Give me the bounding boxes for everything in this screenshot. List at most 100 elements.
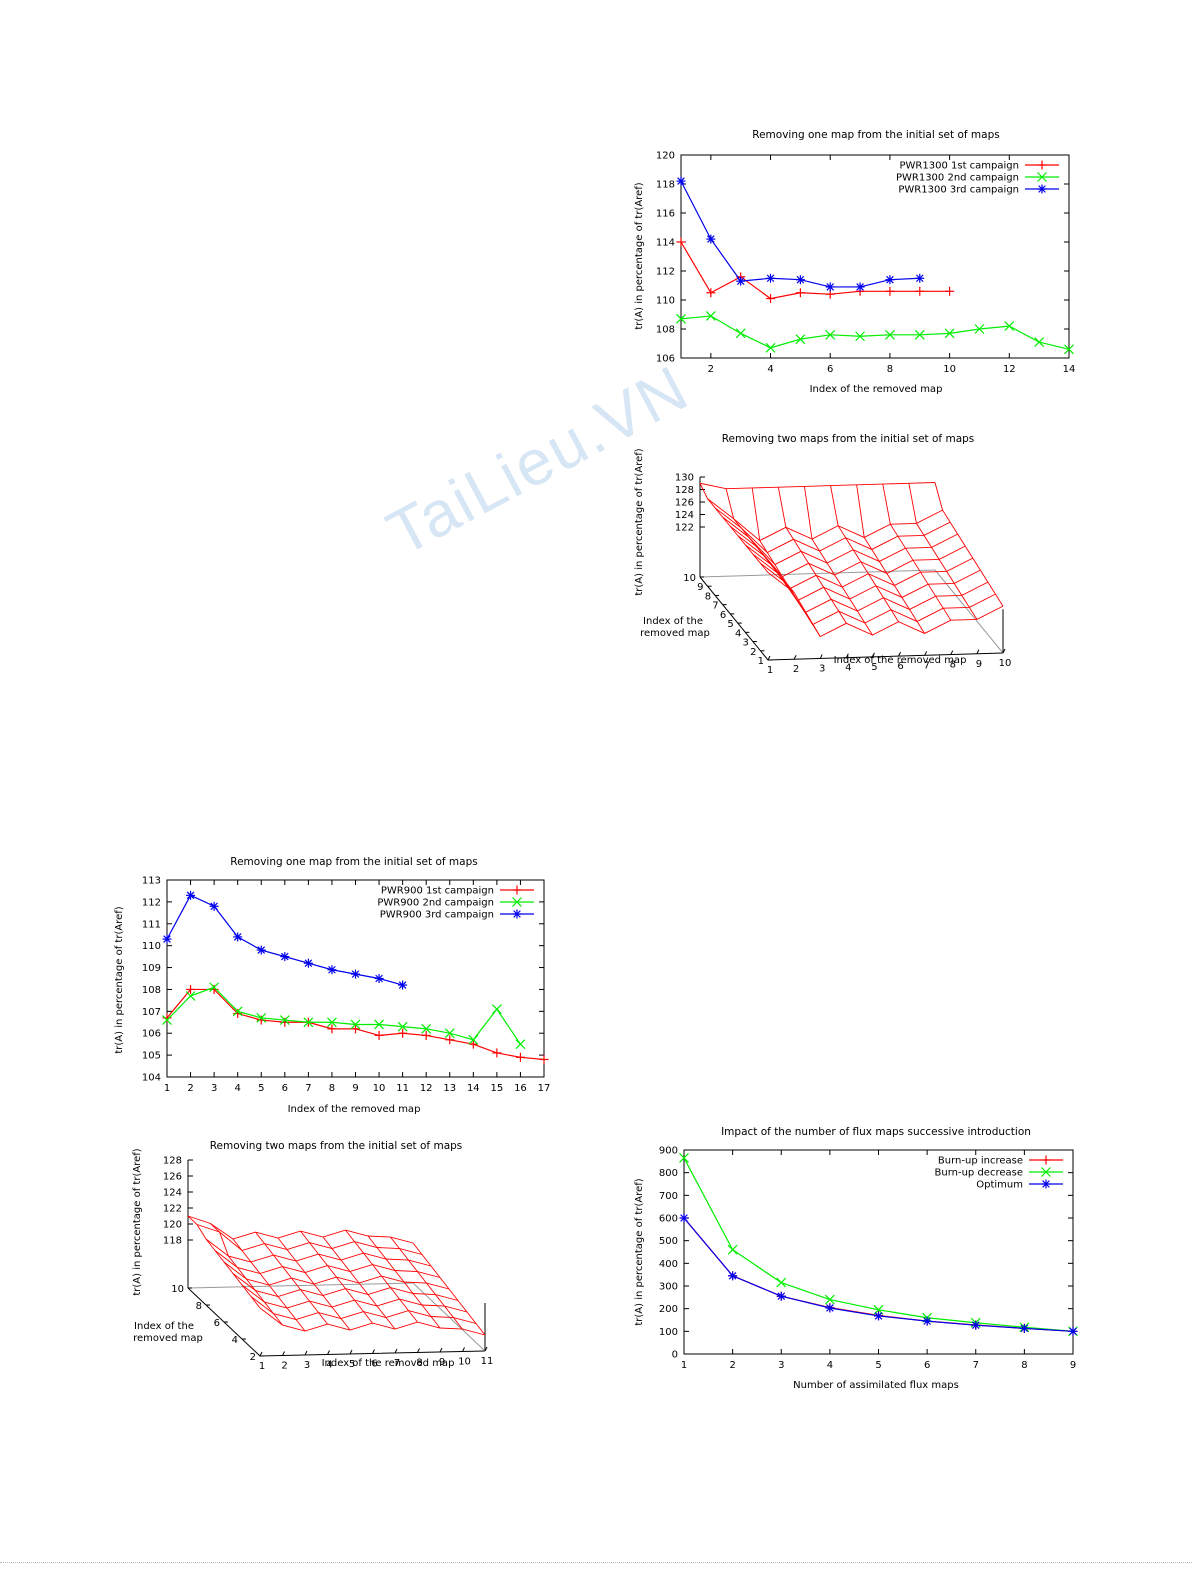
plot-frame: [680, 154, 1070, 359]
y-tick-label: 109: [142, 963, 161, 974]
x-tick-label: 6: [371, 1359, 377, 1370]
x-tick-label: 13: [443, 1083, 456, 1094]
y-tick-label: 5: [727, 619, 733, 630]
data-point: [468, 1039, 478, 1049]
x-tick-label: 9: [439, 1357, 445, 1368]
surface-line: [214, 1250, 441, 1278]
data-point: [279, 1015, 290, 1026]
surface-line: [760, 562, 996, 626]
data-point: [327, 1024, 337, 1034]
x-tick-label: 1: [259, 1361, 265, 1372]
z-tick-label: 126: [675, 498, 694, 509]
data-point: [825, 329, 836, 340]
data-point: [874, 1311, 883, 1321]
data-point: [825, 1303, 835, 1313]
x-tick: [767, 655, 771, 661]
surface-line: [241, 1284, 468, 1313]
z-tick-label: 126: [163, 1172, 182, 1183]
x-tick-label: 5: [349, 1359, 355, 1370]
y-tick-label: 100: [659, 1327, 678, 1338]
y-tick-label: 2: [750, 647, 756, 658]
x-tick-label: 10: [999, 658, 1012, 669]
legend-label: PWR1300 2nd campaign: [896, 173, 1019, 184]
x-tick-label: 10: [458, 1357, 471, 1368]
data-point: [884, 329, 895, 340]
legend-marker: [1037, 184, 1047, 194]
legend-marker: [1037, 160, 1047, 170]
y-tick-label: 6: [214, 1318, 220, 1329]
y-tick-label: 108: [656, 325, 675, 336]
y-tick-label: 3: [743, 638, 749, 649]
x-tick-label: 10: [943, 364, 956, 375]
y-tick-label: 700: [659, 1191, 678, 1202]
data-point: [186, 890, 196, 900]
chart-title: Removing two maps from the initial set o…: [722, 433, 975, 445]
y-tick-label: 4: [232, 1335, 238, 1346]
data-point: [885, 275, 895, 285]
y-tick-label: 6: [720, 610, 726, 621]
z-tick-label: 122: [675, 523, 694, 534]
data-point: [327, 1017, 337, 1028]
data-point: [676, 313, 686, 324]
x-tick-label: 9: [976, 659, 982, 670]
y-tick-label: 2: [250, 1352, 256, 1363]
surface-line: [830, 485, 899, 622]
y-tick-label: 105: [142, 1051, 161, 1062]
surface-line: [882, 483, 952, 621]
surface-line: [205, 1238, 432, 1267]
y-tick-label: 114: [656, 238, 675, 249]
data-point: [492, 1048, 502, 1058]
y-tick-label: 120: [656, 151, 675, 162]
chart-pwr900-two-maps: Removing two maps from the initial set o…: [108, 1132, 528, 1377]
x-tick-label: 1: [681, 1360, 687, 1371]
x-tick-label: 3: [778, 1360, 784, 1371]
data-point: [971, 1320, 981, 1330]
data-point: [776, 1277, 787, 1288]
surface-line: [725, 488, 795, 593]
surface-line: [187, 1215, 414, 1244]
legend-marker: [1041, 1155, 1051, 1165]
z-tick-label: 124: [675, 510, 694, 521]
data-point: [676, 176, 686, 186]
chart-title: Removing one map from the initial set of…: [752, 129, 999, 141]
x-tick-label: 14: [1063, 364, 1076, 375]
x-tick: [819, 654, 823, 659]
surface-line: [699, 482, 936, 490]
y-tick-label: 4: [735, 628, 741, 639]
surface-line: [856, 484, 926, 634]
chart-5-svg: Impact of the number of flux maps succes…: [634, 1126, 1078, 1391]
x-tick-label: 5: [258, 1083, 264, 1094]
x-tick: [417, 1348, 420, 1353]
z-axis-label: tr(A) in percentage of tr(Aref): [634, 448, 645, 595]
surface-line: [345, 1229, 418, 1323]
y-tick-label: 8: [705, 591, 711, 602]
x-tick: [976, 649, 980, 655]
x-tick: [394, 1348, 398, 1354]
y-tick-label: 9: [697, 582, 703, 593]
data-point: [915, 273, 925, 283]
data-point: [727, 1244, 738, 1255]
surface-line: [707, 498, 943, 542]
x-tick-label: 8: [887, 364, 893, 375]
legend-label: Burn-up increase: [938, 1156, 1023, 1167]
data-point: [232, 1006, 243, 1017]
data-point: [280, 952, 290, 962]
chart-flux-maps: Impact of the number of flux maps succes…: [628, 1120, 1098, 1395]
data-point: [855, 331, 866, 342]
y-tick-label: 8: [196, 1301, 202, 1312]
data-point: [515, 1052, 525, 1062]
surface-line: [934, 482, 1004, 607]
x-tick-label: 2: [793, 664, 799, 673]
data-point: [728, 1271, 738, 1281]
series-line: [680, 180, 920, 288]
x-tick-label: 4: [845, 663, 851, 673]
y-tick-label: 112: [142, 897, 161, 908]
surface-line: [777, 487, 847, 624]
chart-2-svg: Removing two maps from the initial set o…: [634, 433, 1012, 676]
surface-line: [210, 1223, 283, 1326]
base-edge: [699, 569, 936, 578]
x-tick-label: 2: [281, 1361, 287, 1372]
x-axis-label: Index of the removed map: [288, 1104, 421, 1115]
legend-label: PWR900 1st campaign: [381, 886, 494, 897]
x-tick-label: 9: [1070, 1360, 1076, 1371]
